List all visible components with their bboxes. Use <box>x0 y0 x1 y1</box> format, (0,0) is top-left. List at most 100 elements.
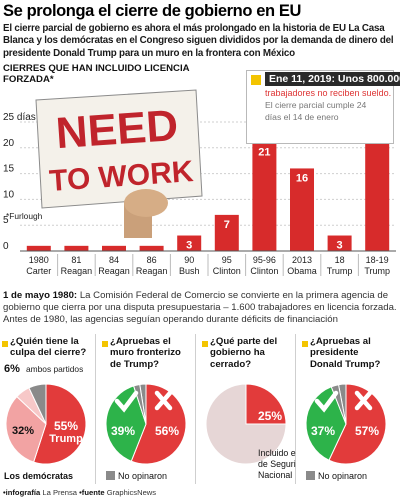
panel-question: ¿Qué parte del gobierno ha cerrado? <box>210 336 278 370</box>
x-tick-label: 95-96 <box>253 255 276 265</box>
panel-question: ¿Apruebas el muro fronterizo de Trump? <box>110 336 181 370</box>
bar-value-label: 1 <box>36 250 42 262</box>
pie-slice-open <box>205 383 287 465</box>
panel-closed: ¿Qué parte del gobierno ha cerrado? 25% … <box>200 334 296 484</box>
closed-pct: 25% <box>258 409 282 423</box>
bar <box>177 235 202 251</box>
bar-chart: 0 5 10 15 20 25 días 1 1980 Carter 1 81 Reagan 1 84 Re… <box>0 62 400 294</box>
x-tick-label: 2013 <box>292 255 312 265</box>
x-tick-label: 95 <box>222 255 232 265</box>
bar-value-label: 3 <box>186 240 192 252</box>
wall-no-opinion: No opinaron <box>118 471 167 481</box>
y-tick-label: 5 <box>3 215 9 226</box>
bar <box>26 245 51 251</box>
bar <box>252 142 277 251</box>
bar-value-label: 16 <box>296 172 308 184</box>
bar-value-label: 7 <box>224 219 230 231</box>
bar <box>365 127 390 251</box>
blame-top-pct: 6% <box>4 363 20 375</box>
x-president-label: Reagan <box>136 266 168 276</box>
note-1980-text: La Comisión Federal de Comercio se convi… <box>3 290 397 326</box>
x-president-label: Reagan <box>98 266 130 276</box>
bar-value-label: 1 <box>149 250 155 262</box>
bar <box>102 245 126 251</box>
blame-bottom-label: Los demócratas <box>4 471 73 481</box>
axis-title-line2: FORZADA* <box>3 74 54 85</box>
blame-mid-pct: 32% <box>12 425 34 437</box>
approval-pie-slices <box>305 383 387 465</box>
callout-title: Ene 11, 2019: Unos 800.000 <box>265 72 400 86</box>
wall-pie: 39% 56% No opinaron <box>105 383 187 481</box>
bar <box>290 168 314 251</box>
x-president-label: Trump <box>364 266 390 276</box>
y-tick-label: 0 <box>3 241 9 252</box>
pie-slice-yes <box>305 386 347 461</box>
pie-slice-yes <box>105 385 147 462</box>
wall-pie-slices <box>105 383 187 465</box>
closed-caption-2: de Seguridad <box>258 459 296 469</box>
x-president-label: Carter <box>26 266 51 276</box>
panel-bullet-icon <box>202 341 208 347</box>
callout-line3: días el 14 de enero <box>265 112 339 122</box>
blame-pie: 6% ambos partidos 55% Trump 32% Los demó… <box>4 363 87 481</box>
wall-no-pct: 56% <box>155 424 179 438</box>
x-tick-label: 81 <box>71 255 81 265</box>
pie-slice-other <box>28 383 47 425</box>
x-president-label: Trump <box>327 266 353 276</box>
callout-box: Ene 11, 2019: Unos 800.000 trabajadores … <box>246 70 400 144</box>
closed-caption-3: Nacional <box>258 470 292 480</box>
x-tick-label: 84 <box>109 255 119 265</box>
pie-slice-no <box>328 383 387 465</box>
no-opinion-swatch <box>106 471 115 480</box>
x-icon <box>154 390 173 411</box>
pie-slice-trump <box>33 383 87 465</box>
furlough-note: *Furlough <box>6 211 43 221</box>
sign-board <box>35 89 203 209</box>
bar-value-label: 1 <box>111 250 117 262</box>
closed-caption-1: Incluido el Dpto. <box>258 448 296 458</box>
bar-value-label: 21 <box>258 147 270 159</box>
bar-value-label: 3 <box>337 240 343 252</box>
bar-value-label: 1 <box>73 250 79 262</box>
chart-axis-title: CIERRES QUE HAN INCLUIDO LICENCIA FORZAD… <box>3 63 190 85</box>
check-icon <box>314 390 339 413</box>
poll-panels: ¿Quién tiene la culpa del cierre? 6% amb… <box>0 334 400 484</box>
y-tick-label: 10 <box>3 189 15 200</box>
hand-shape <box>124 189 168 217</box>
x-president-label: Bush <box>179 266 200 276</box>
blame-top-text: ambos partidos <box>26 364 83 374</box>
x-tick-label: 90 <box>184 255 194 265</box>
x-icon <box>354 390 373 411</box>
y-tick-label: 15 <box>3 164 15 175</box>
approval-yes-pct: 37% <box>311 424 335 438</box>
x-tick-label: 18-19 <box>366 255 389 265</box>
closed-pie-slices <box>205 383 287 465</box>
no-opinion-swatch <box>306 471 315 480</box>
callout-line1: trabajadores no reciben sueldo. <box>265 88 392 98</box>
x-president-label: Obama <box>287 266 317 276</box>
panel-blame: ¿Quién tiene la culpa del cierre? 6% amb… <box>0 334 96 484</box>
axis-title-line1: CIERRES QUE HAN INCLUIDO LICENCIA <box>3 63 190 74</box>
panel-bullet-icon <box>102 341 108 347</box>
pie-slice-no <box>130 383 187 465</box>
sign-text-line1: NEED <box>54 101 179 158</box>
headline: Se prolonga el cierre de gobierno en EU <box>3 2 301 20</box>
x-tick-label: 18 <box>335 255 345 265</box>
panel-question: ¿Quién tiene la culpa del cierre? <box>10 336 87 359</box>
approval-pie: 37% 57% No opinaron <box>305 383 387 481</box>
panel-approval: ¿Apruebas al presidente Donald Trump? 37… <box>300 334 396 484</box>
pie-slice-democrats <box>5 395 47 463</box>
x-president-label: Clinton <box>213 266 241 276</box>
bar <box>64 245 89 251</box>
footer-fuente-value: GraphicsNews <box>106 488 157 497</box>
note-1980: 1 de mayo 1980: La Comisión Federal de C… <box>3 290 398 327</box>
approval-no-opinion: No opinaron <box>318 471 367 481</box>
footer-infografia-label: •infografía <box>3 488 41 497</box>
note-1980-date: 1 de mayo 1980: <box>3 290 78 301</box>
bar <box>214 214 239 251</box>
approval-no-pct: 57% <box>355 424 379 438</box>
panel-question: ¿Apruebas al presidente Donald Trump? <box>310 336 381 370</box>
footer-infografia-value: La Prensa <box>42 488 78 497</box>
panel-bullet-icon <box>302 341 308 347</box>
